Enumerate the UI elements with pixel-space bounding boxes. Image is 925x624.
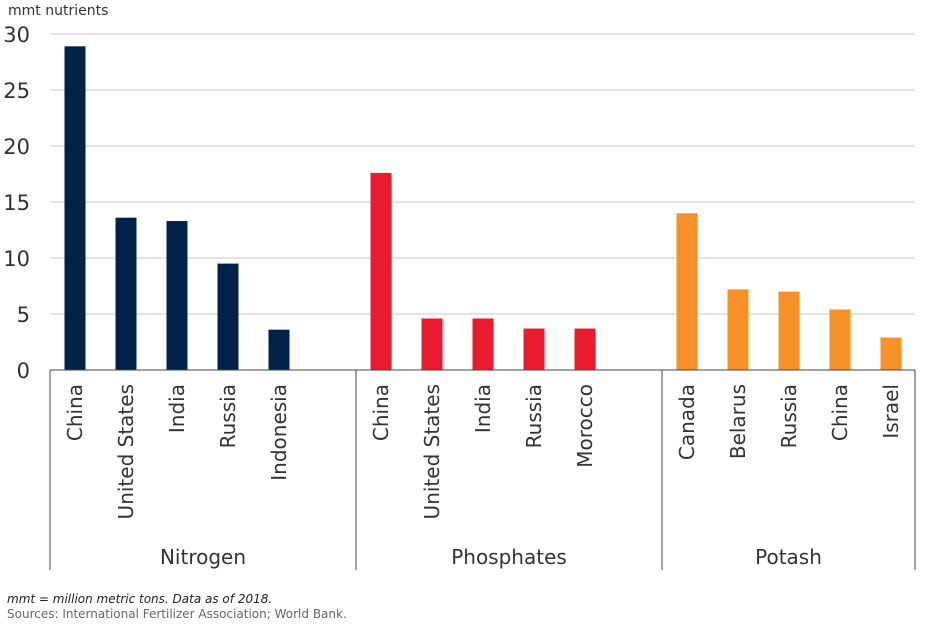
chart: mmt nutrients 0 5 10 15 20 25 30 China United S… — [3, 3, 916, 570]
x-tick-label: Indonesia — [267, 384, 291, 481]
bar-potash-1 — [727, 289, 749, 370]
x-tick-label: Canada — [675, 384, 699, 460]
y-tick-label: 0 — [17, 359, 30, 383]
x-tick-label: China — [828, 384, 852, 441]
bar-phosphates-4 — [574, 328, 596, 370]
x-tick-label: Russia — [777, 384, 801, 448]
bar-nitrogen-1 — [115, 217, 137, 370]
bar-potash-2 — [778, 291, 800, 370]
bar-phosphates-1 — [421, 318, 443, 370]
x-tick-label: Morocco — [573, 384, 597, 468]
y-tick-label: 30 — [3, 23, 30, 47]
bar-phosphates-0 — [370, 172, 392, 370]
y-axis-ticks: 0 5 10 15 20 25 30 — [3, 23, 30, 383]
y-tick-label: 10 — [3, 247, 30, 271]
group-label: Potash — [755, 545, 822, 569]
y-axis-label: mmt nutrients — [8, 3, 108, 19]
bar-phosphates-3 — [523, 328, 545, 370]
x-tick-label: Russia — [216, 384, 240, 448]
bar-phosphates-2 — [472, 318, 494, 370]
x-tick-label: Belarus — [726, 384, 750, 459]
bar-nitrogen-2 — [166, 221, 188, 370]
x-tick-label: China — [63, 384, 87, 441]
x-tick-label: Russia — [522, 384, 546, 448]
group-label: Phosphates — [451, 545, 567, 569]
y-tick-label: 5 — [17, 303, 30, 327]
group-label: Nitrogen — [160, 545, 246, 569]
bars — [64, 46, 902, 370]
x-tick-label: United States — [114, 384, 138, 519]
bar-potash-0 — [676, 213, 698, 370]
x-axis-labels: China United States India Russia Indonesia Ch… — [63, 384, 903, 519]
y-tick-label: 15 — [3, 191, 30, 215]
x-tick-label: Israel — [879, 384, 903, 439]
x-tick-label: India — [471, 384, 495, 433]
y-tick-label: 25 — [3, 79, 30, 103]
x-tick-label: United States — [420, 384, 444, 519]
gridlines — [50, 33, 915, 315]
bar-potash-3 — [829, 309, 851, 370]
bar-nitrogen-0 — [64, 46, 86, 370]
bar-nitrogen-4 — [268, 329, 290, 370]
bar-potash-4 — [880, 337, 902, 370]
footnote: mmt = million metric tons. Data as of 20… — [7, 592, 273, 606]
sources-note: Sources: International Fertilizer Associ… — [7, 607, 347, 621]
x-tick-label: India — [165, 384, 189, 433]
x-tick-label: China — [369, 384, 393, 441]
bar-nitrogen-3 — [217, 263, 239, 370]
group-axis: Nitrogen Phosphates Potash — [49, 369, 916, 570]
y-tick-label: 20 — [3, 135, 30, 159]
